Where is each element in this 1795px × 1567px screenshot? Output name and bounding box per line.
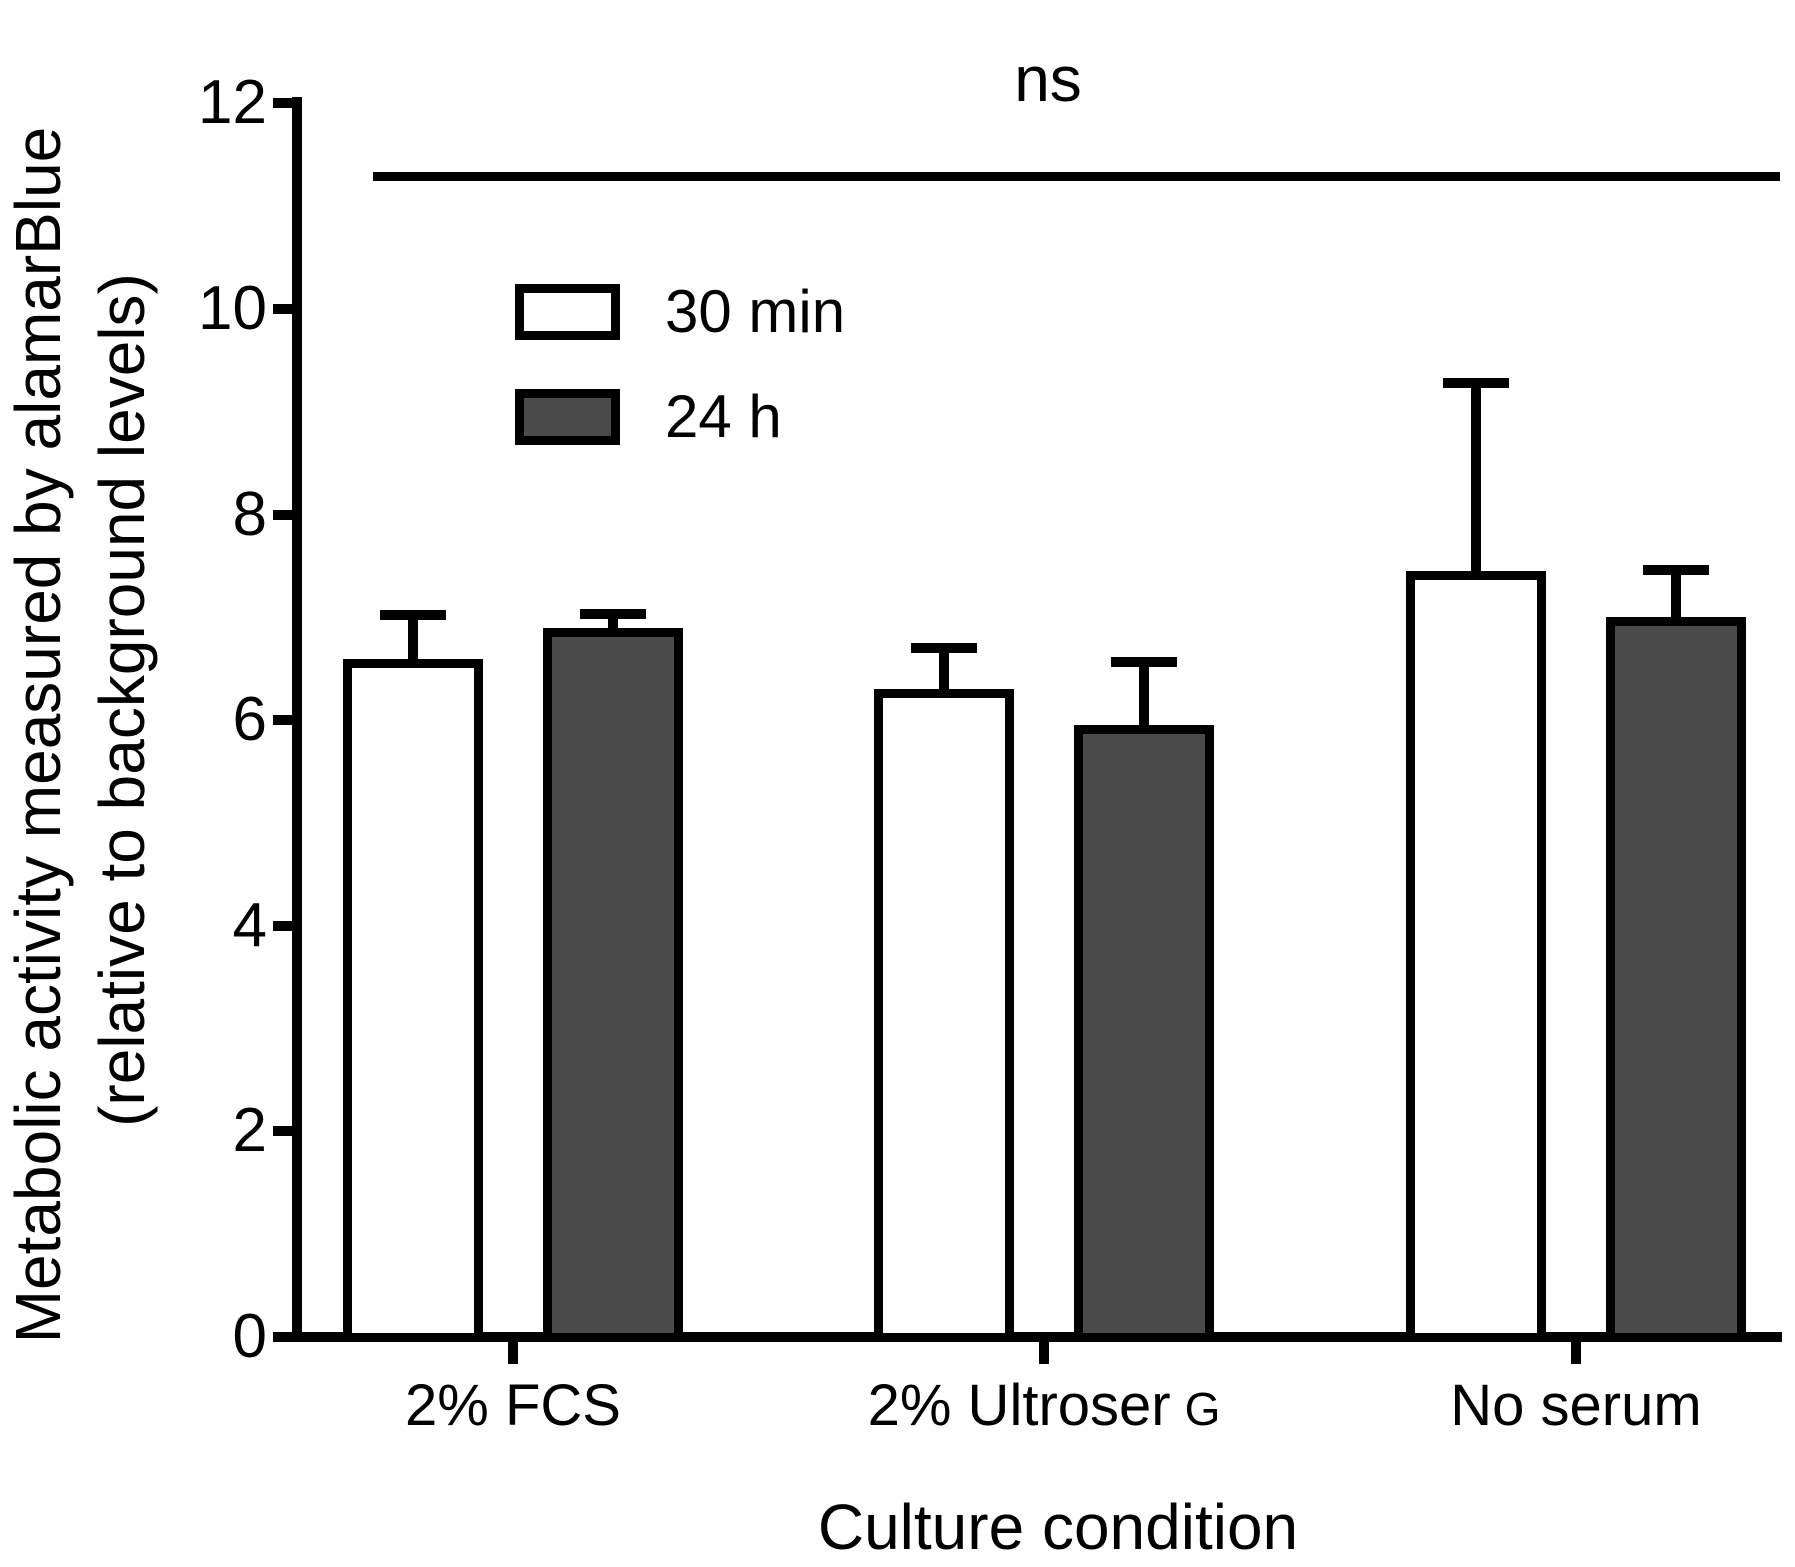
y-tick-label: 4 — [232, 890, 267, 960]
y-tick-label: 12 — [198, 68, 267, 138]
y-tick — [273, 98, 292, 109]
error-bar-cap — [580, 609, 646, 620]
x-category-label: 2% Ultroser G — [867, 1373, 1221, 1438]
x-category-label: No serum — [1450, 1373, 1702, 1438]
bar-24h-cat1 — [1074, 725, 1214, 1342]
error-bar-stem — [608, 619, 618, 637]
y-axis-title-line2: (relative to background levels) — [86, 273, 158, 1127]
bar-30min-cat2 — [1406, 571, 1546, 1342]
y-tick-label: 0 — [232, 1302, 267, 1371]
error-bar-cap — [380, 610, 446, 621]
legend-label-30min: 30 min — [665, 278, 846, 345]
y-axis-line — [292, 97, 302, 1342]
bar-30min-cat1 — [874, 689, 1014, 1342]
y-tick-label: 2 — [232, 1096, 267, 1166]
error-bar-stem — [939, 653, 949, 699]
x-tick — [1571, 1342, 1581, 1364]
error-bar-cap — [1443, 378, 1509, 389]
y-tick — [273, 1332, 292, 1342]
bar-30min-cat0 — [343, 658, 483, 1342]
x-axis-title: Culture condition — [817, 1491, 1299, 1563]
x-tick — [508, 1342, 518, 1364]
legend-item-30min: 30 min — [515, 282, 845, 342]
error-bar-cap — [1111, 656, 1177, 667]
bar-24h-cat2 — [1606, 617, 1746, 1342]
y-tick — [273, 1126, 292, 1137]
y-tick — [273, 920, 292, 931]
significance-label: ns — [1014, 43, 1082, 115]
y-tick-label: 10 — [198, 274, 267, 343]
y-tick — [273, 304, 292, 314]
y-tick-label: 6 — [232, 685, 267, 755]
legend-item-24h: 24 h — [515, 387, 782, 447]
error-bar-stem — [1671, 575, 1681, 627]
y-tick — [273, 509, 292, 520]
error-bar-stem — [1139, 666, 1149, 735]
significance-line — [373, 172, 1780, 181]
x-tick — [1039, 1342, 1049, 1364]
x-axis-line — [273, 1332, 1782, 1342]
error-bar-stem — [408, 620, 418, 668]
y-axis-title-line1: Metabolic activity measured by alamarBlu… — [2, 126, 74, 1344]
bar-24h-cat0 — [543, 627, 683, 1342]
y-tick-label: 8 — [232, 479, 267, 549]
legend-swatch-24h-icon — [515, 389, 620, 445]
x-category-label-suffix: G — [1184, 1383, 1221, 1435]
x-category-label: 2% FCS — [405, 1373, 621, 1438]
error-bar-cap — [911, 643, 977, 654]
legend-swatch-30min-icon — [515, 284, 620, 340]
legend-label-24h: 24 h — [665, 383, 782, 450]
error-bar-cap — [1643, 565, 1709, 576]
error-bar-stem — [1471, 388, 1481, 581]
y-tick — [273, 715, 292, 726]
